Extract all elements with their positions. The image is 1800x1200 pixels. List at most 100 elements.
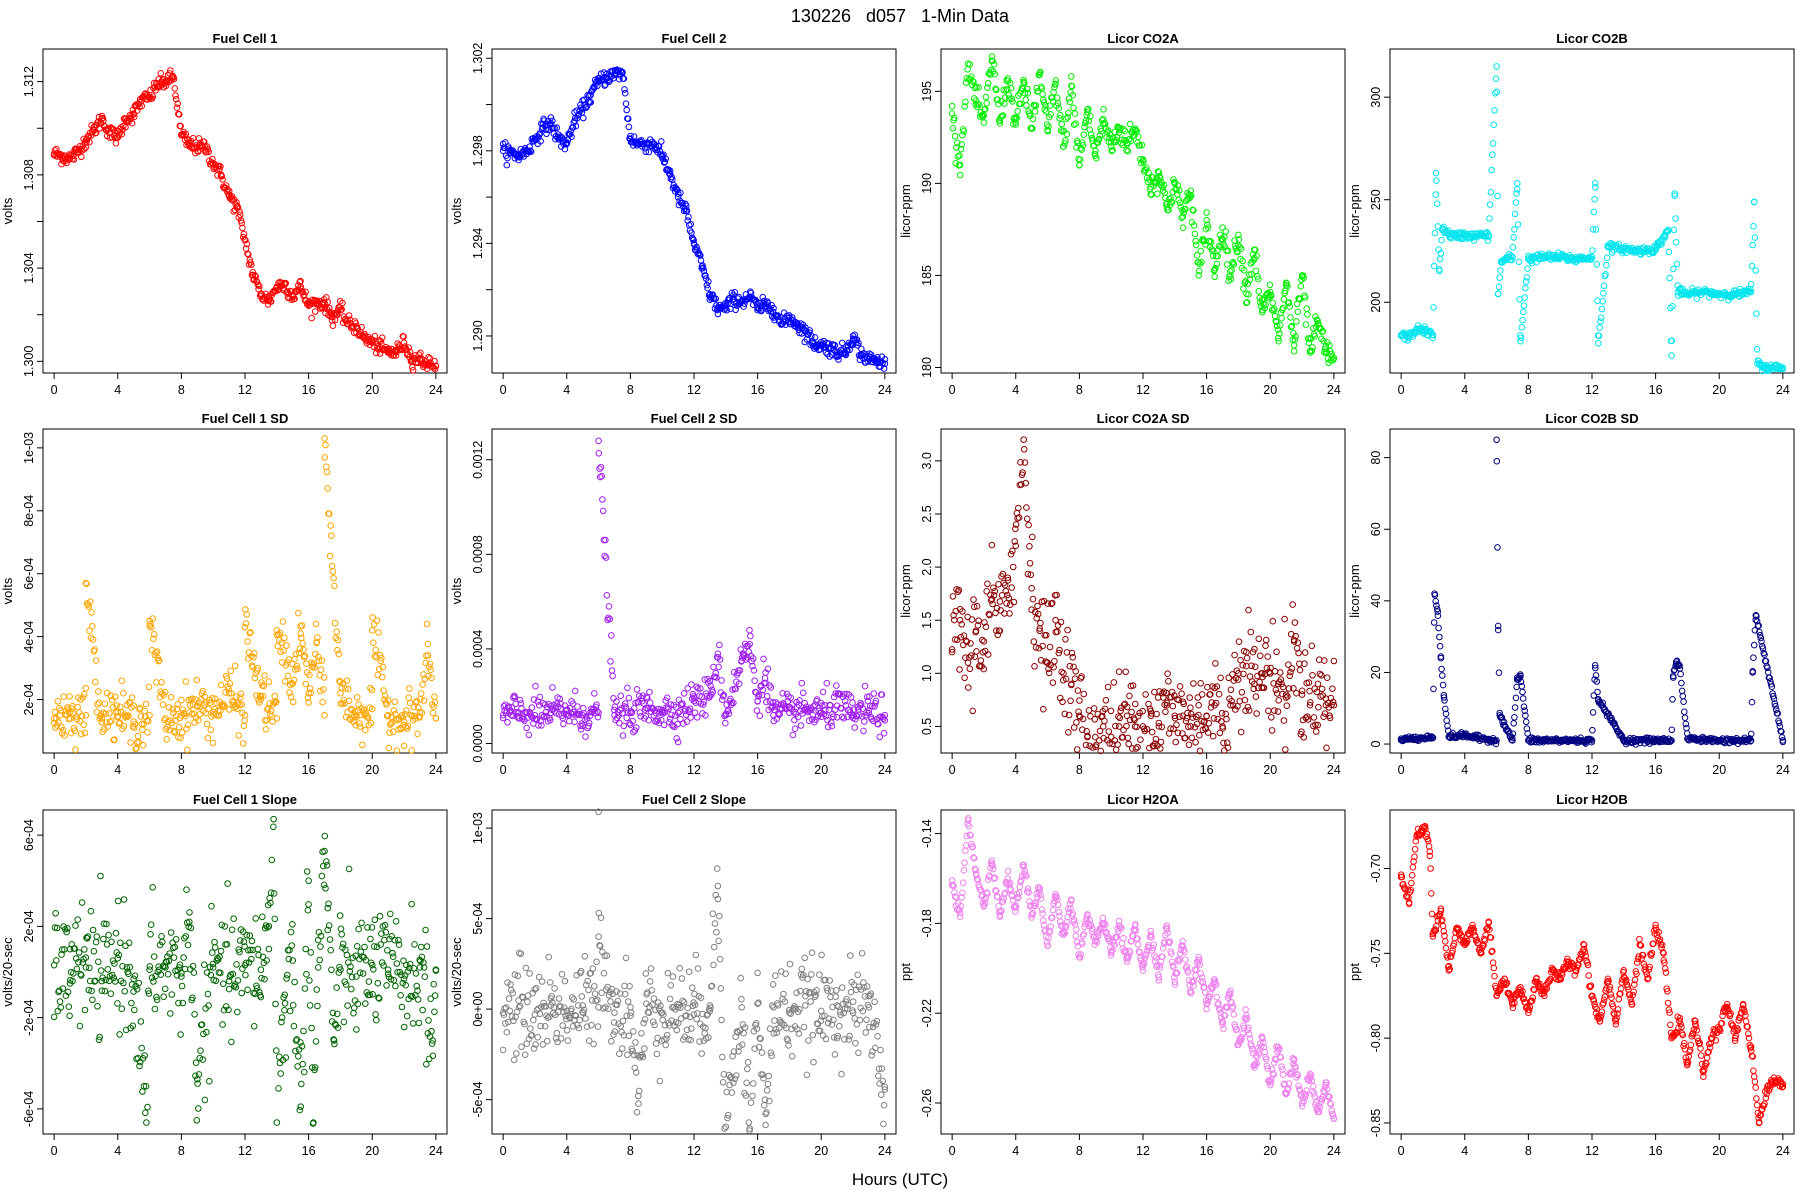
data-point [65,151,73,158]
data-point [134,732,142,740]
data-point [671,712,679,719]
data-point [599,496,606,503]
data-point [1101,717,1108,725]
data-point [1065,109,1072,117]
data-point [195,148,202,155]
data-point [1008,584,1016,591]
y-tick-label: 1.312 [22,66,36,97]
data-point [954,153,962,160]
data-point [1167,195,1174,202]
data-point [1187,191,1194,199]
x-tick-label: 20 [814,383,828,397]
plot-frame [1389,48,1795,374]
data-point [427,666,435,674]
data-point [1087,131,1095,138]
data-point [207,726,215,734]
data-point [1233,667,1241,675]
data-point [1590,692,1598,699]
y-tick-label: 180 [920,357,934,378]
data-point [1495,669,1503,677]
data-point [735,680,743,688]
data-point [156,657,163,664]
data-point [1190,207,1197,214]
data-point [420,697,428,704]
data-point [345,312,353,319]
data-point [1320,337,1327,345]
data-point [1115,723,1123,730]
data-point [106,710,113,717]
data-point [1059,698,1066,706]
data-point [1007,84,1015,92]
data-point [1314,721,1321,729]
data-point [1677,670,1684,678]
data-point [1235,236,1243,243]
data-point [1329,685,1336,693]
data-point [1488,166,1495,174]
data-point [1059,143,1067,150]
data-point [151,1005,159,1013]
data-point [1023,102,1030,109]
data-point [1273,318,1280,326]
data-point [111,736,118,743]
data-point [1267,291,1274,299]
data-point [693,243,700,251]
data-point [828,722,836,730]
data-point [1301,649,1309,656]
data-point [1054,628,1061,636]
data-point [378,673,386,681]
data-point [143,1119,150,1126]
data-point [505,704,513,711]
data-point [1670,667,1678,674]
data-point [95,958,102,966]
data-point [1491,737,1498,744]
data-point [1285,661,1292,669]
data-point [92,129,100,136]
data-point [704,675,711,683]
data-point [314,964,322,971]
data-point [1668,337,1676,345]
data-point [523,724,531,732]
data-point [1248,271,1255,278]
data-point [1020,436,1028,443]
data-point [1513,683,1520,691]
data-point [1330,657,1338,665]
data-point [1104,683,1112,691]
data-point [1037,657,1045,664]
data-point [702,712,709,719]
x-tick-label: 20 [365,1144,379,1158]
data-point [991,587,999,595]
data-point [1591,180,1599,187]
data-point [1597,318,1604,325]
data-point [1015,504,1022,512]
data-point [830,346,838,354]
data-point [392,352,400,359]
data-point [1290,330,1297,337]
data-point [1031,108,1039,115]
data-point [1284,693,1291,700]
data-point [689,235,697,243]
data-point [1589,726,1596,734]
data-point [694,685,702,692]
plot-title: Fuel Cell 1 SD [202,411,289,426]
data-point [511,693,519,701]
data-point [956,605,964,613]
data-point [144,729,151,736]
data-point [183,725,190,733]
data-point [211,944,219,951]
data-point [431,693,438,701]
y-axis-label: licor-ppm [898,564,913,617]
plot-title: Licor CO2A SD [1097,411,1190,426]
data-point [204,990,212,998]
data-point [602,554,610,561]
data-point [1193,251,1201,259]
data-point [1242,707,1249,715]
data-point [270,815,277,823]
data-point [1004,85,1011,93]
data-point [1522,718,1530,726]
data-point [186,909,193,916]
data-point [706,677,714,685]
data-point [509,712,517,720]
data-point [53,722,61,729]
data-point [1225,674,1232,682]
data-point [1024,570,1032,578]
